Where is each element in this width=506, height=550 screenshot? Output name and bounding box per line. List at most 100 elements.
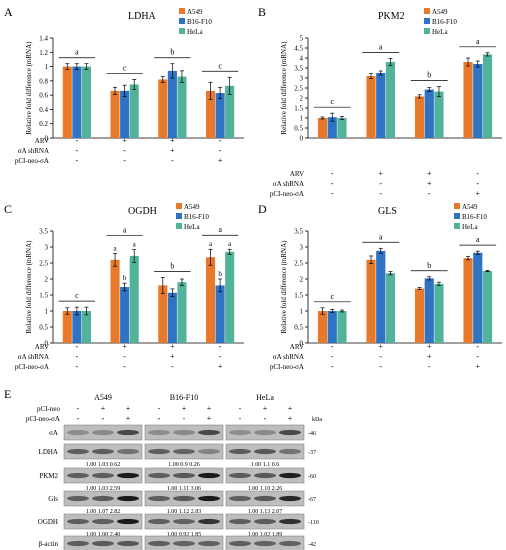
treatment-sign: - <box>476 169 479 178</box>
y-tick-label: 1.4 <box>39 35 48 43</box>
treatment-sign: + <box>170 136 175 145</box>
treatment-row-label: σA shRNA <box>273 353 304 361</box>
treatment-row-label: pCI-neo-σA <box>270 363 304 371</box>
sig-letter: a <box>476 37 480 46</box>
y-tick-label: 2 <box>300 95 304 103</box>
blot-quantification: 1.00 1.13 2.07 <box>248 509 283 515</box>
legend-swatch <box>454 203 460 209</box>
treatment-row-label: pCI-neo-σA <box>270 190 304 198</box>
y-tick-label: 3 <box>45 244 49 252</box>
legend-swatch <box>179 8 185 14</box>
bar <box>215 285 225 343</box>
blot-band <box>198 540 220 547</box>
y-tick-label: 0.5 <box>294 324 303 332</box>
treatment-sign: + <box>218 362 223 371</box>
bar <box>337 311 347 343</box>
bar <box>110 259 120 343</box>
treatment-sign: - <box>76 342 79 351</box>
blot-band <box>229 518 251 525</box>
treatment-sign: + <box>475 189 480 198</box>
sig-letter: b <box>170 48 174 57</box>
blot-band <box>117 495 139 502</box>
y-tick-label: 3.5 <box>39 228 48 236</box>
blot-sign: - <box>239 404 242 413</box>
blot-sign: - <box>77 404 80 413</box>
blot-band <box>254 429 276 436</box>
blot-band <box>229 540 251 547</box>
blot-quantification: 1.00 1.03 0.62 <box>86 462 121 468</box>
treatment-row-label: σA shRNA <box>18 353 49 361</box>
blot-box <box>144 424 224 441</box>
blot-band <box>229 429 251 436</box>
treatment-sign: + <box>427 169 432 178</box>
legend-label: HeLa <box>184 223 200 231</box>
treatment-sign: + <box>122 342 127 351</box>
treatment-sign: - <box>331 179 334 188</box>
blot-band <box>173 518 195 525</box>
treatment-sign: - <box>428 362 431 371</box>
legend-label: B16-F10 <box>432 18 457 26</box>
blot-band <box>92 429 114 436</box>
legend-label: A549 <box>187 8 203 16</box>
bar <box>376 73 386 138</box>
blot-band <box>148 429 170 436</box>
chart-panel-d: D GLS 0 0.5 1 1.5 2 2.5 3 3.5 Relative fold differ… <box>258 202 502 371</box>
blot-band <box>148 448 170 455</box>
sig-letter: c <box>330 292 334 301</box>
legend-swatch <box>179 28 185 34</box>
blot-band <box>198 429 220 436</box>
chart-title: OGDH <box>128 206 157 217</box>
y-tick-label: 3 <box>300 244 304 252</box>
blot-quantification: 1.00 1.03 2.59 <box>86 486 121 492</box>
legend-swatch <box>179 18 185 24</box>
y-tick-label: 4 <box>300 55 304 63</box>
blot-band <box>67 518 89 525</box>
blot-band <box>173 495 195 502</box>
treatment-sign: - <box>171 362 174 371</box>
y-tick-label: 1 <box>45 308 49 316</box>
treatment-row-label: pCI-neo-σA <box>15 157 49 165</box>
bar <box>434 91 444 138</box>
treatment-sign: - <box>476 342 479 351</box>
sig-letter: a <box>476 235 480 244</box>
y-axis-label: Relative fold difference (mRNA) <box>280 240 288 334</box>
blot-band <box>67 448 89 455</box>
bar <box>72 311 82 343</box>
bar <box>317 118 328 138</box>
treatment-sign: - <box>379 189 382 198</box>
bar <box>81 311 91 343</box>
blot-band <box>198 472 220 479</box>
y-tick-label: 2.5 <box>294 85 303 93</box>
blot-band <box>173 448 195 455</box>
blot-panel: E A549- + +- - +B16-F10- + +- - +HeLa- + +- - +pCI-ne… <box>4 387 322 550</box>
y-tick-label: 1 <box>300 115 304 123</box>
y-tick-label: 3.5 <box>294 228 303 236</box>
bar <box>463 258 473 343</box>
sig-letter: b <box>170 261 174 270</box>
bar <box>81 66 91 138</box>
blot-band <box>67 472 89 479</box>
treatment-sign: - <box>171 156 174 165</box>
treatment-sign: - <box>331 362 334 371</box>
blot-band <box>279 518 301 525</box>
blot-sign: + <box>101 404 106 413</box>
bar-sig-letter: a <box>228 240 232 248</box>
y-tick-label: 2.5 <box>39 260 48 268</box>
blot-band <box>279 495 301 502</box>
treatment-sign: - <box>123 146 126 155</box>
legend-label: B16-F10 <box>184 213 209 221</box>
blot-band <box>148 518 170 525</box>
bar <box>424 278 434 343</box>
bar-sig-letter: a <box>209 240 213 248</box>
blot-sign: - <box>264 414 267 423</box>
treatment-sign: - <box>379 179 382 188</box>
sig-letter: a <box>379 232 383 241</box>
treatment-row-label: σA shRNA <box>18 147 49 155</box>
y-tick-label: 1.2 <box>39 49 48 57</box>
blot-sign: + <box>207 414 212 423</box>
bar <box>177 282 187 343</box>
blot-row-label: Gls <box>48 495 58 503</box>
blot-band <box>254 448 276 455</box>
blot-band <box>173 429 195 436</box>
treatment-sign: - <box>331 189 334 198</box>
